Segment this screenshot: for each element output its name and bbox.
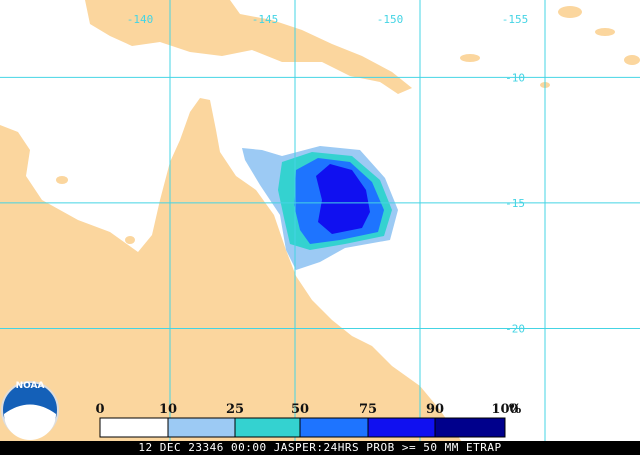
legend-label: 75	[359, 402, 377, 417]
australia	[0, 98, 462, 442]
legend-swatch	[299, 417, 369, 438]
legend: 0 10 25 50 75 90 100%	[95, 402, 522, 438]
footer: 12 DEC 23346 00:00 JASPER:24HRS PROB >= …	[138, 441, 501, 454]
legend-swatch	[167, 417, 236, 438]
island	[558, 6, 582, 18]
probability-field	[242, 146, 398, 270]
island	[125, 236, 135, 244]
lat-label: -20	[505, 322, 525, 335]
lon-label: -155	[502, 13, 529, 26]
island	[460, 54, 480, 62]
prob-area	[316, 164, 370, 234]
legend-swatch	[234, 417, 301, 438]
legend-label: 25	[226, 402, 244, 417]
lat-label: -15	[505, 197, 525, 210]
island	[595, 28, 615, 36]
legend-swatch	[99, 417, 169, 438]
graticule: -140 -145 -150 -155 -10 -15 -20	[0, 0, 640, 442]
legend-label: 0	[95, 402, 104, 417]
lon-label: -140	[127, 13, 154, 26]
logo-wave	[4, 404, 56, 440]
footer-bar	[0, 441, 640, 455]
new-guinea	[85, 0, 412, 94]
legend-swatch	[434, 417, 506, 438]
legend-label: 10	[159, 402, 177, 417]
logo-text: NOAA	[16, 381, 45, 391]
legend-unit: %	[509, 402, 522, 417]
lon-label: -150	[377, 13, 404, 26]
legend-label: 50	[291, 402, 309, 417]
island	[624, 55, 640, 65]
lon-label: -145	[252, 13, 279, 26]
legend-label: 90	[426, 402, 444, 417]
lat-label: -10	[505, 71, 525, 84]
legend-label: 100	[491, 402, 518, 417]
island	[56, 176, 68, 184]
legend-swatch	[367, 417, 436, 438]
land	[0, 0, 640, 442]
